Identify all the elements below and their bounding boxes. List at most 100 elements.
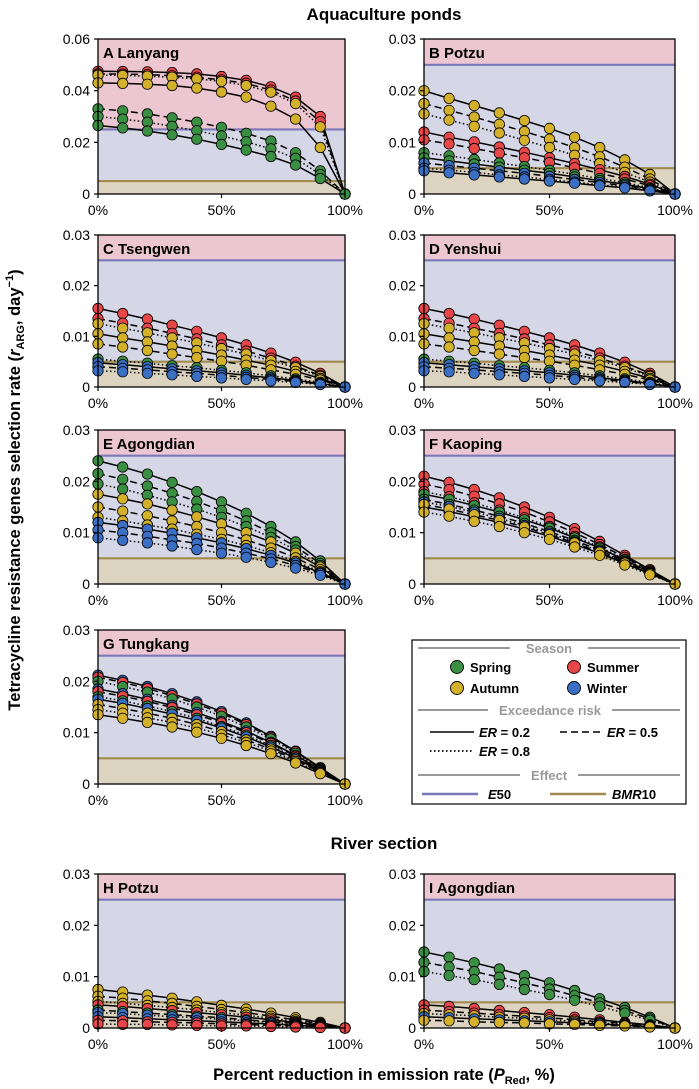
data-point [493,171,505,183]
panel-markers [418,302,681,393]
y-tick-label: 0.06 [63,31,90,47]
x-tick-label: 100% [657,395,693,411]
data-point [568,541,581,553]
x-tick-label: 100% [327,592,363,608]
legend-label-summer: Summer [587,660,639,675]
data-point [619,1007,631,1019]
data-point [191,73,203,85]
data-point [289,98,302,110]
data-point [117,366,129,378]
data-point [215,547,228,559]
legend-label-er08: ER = 0.8 [479,744,530,759]
data-point [468,515,480,528]
data-point [117,493,129,505]
panel-i: I Agongdian 0 0.01 0.02 0.03 0% 50% 100% [389,866,693,1052]
zone-above-e50 [424,39,675,65]
x-axis-label: Percent reduction in emission rate (PRed… [213,1066,555,1087]
data-point [568,373,581,385]
data-point [191,543,203,556]
section-title-river: River section [331,834,438,853]
data-point [594,180,606,192]
legend-label-e50: E50 [488,787,511,802]
x-tick-label: 0% [414,1036,434,1052]
x-tick-label: 0% [88,395,108,411]
y-tick-label: 0.03 [63,422,90,438]
data-point [443,366,455,378]
data-point [141,78,153,90]
data-point [191,726,203,738]
data-point [568,1018,581,1031]
y-tick-label: 0.04 [63,83,90,99]
data-point [468,974,480,986]
data-point [543,141,556,154]
data-point [240,91,252,103]
data-point [443,307,455,320]
x-tick-label: 50% [535,1036,563,1052]
data-point [117,341,129,353]
legend-label-spring: Spring [470,660,511,675]
series-line [98,1023,345,1028]
data-point [314,768,326,780]
y-tick-label: 0 [82,576,90,592]
data-point [468,100,480,112]
zone-above-e50 [424,235,675,261]
data-point [468,120,480,132]
y-tick-label: 0 [82,379,90,395]
x-tick-label: 0% [414,395,434,411]
panel-zones [424,874,675,1028]
data-point [443,167,455,179]
data-point [117,473,129,485]
data-point [443,114,455,126]
zone-above-e50 [98,874,345,900]
panel-title: I Agongdian [429,880,515,897]
data-point [117,461,129,473]
data-point [493,520,505,533]
data-point [240,79,252,92]
panel-a: A Lanyang 0 0.02 0.04 0.06 0% 50% 100% [63,31,363,218]
legend-marker-autumn [450,681,464,695]
y-tick-label: 0 [82,186,90,202]
data-point [518,983,531,996]
x-tick-label: 100% [327,1036,363,1052]
legend-label-er02: ER = 0.2 [479,725,530,740]
data-point [493,127,505,139]
legend-label-er05: ER = 0.5 [607,725,658,740]
y-tick-label: 0.02 [63,278,90,294]
data-point [265,1020,277,1033]
x-tick-label: 50% [535,202,563,218]
panel-g: G Tungkang 0 0.01 0.02 0.03 0% 50% 100% [63,622,363,808]
panel-c: C Tsengwen 0 0.01 0.02 0.03 0% 50% 100% [63,227,363,411]
x-tick-label: 0% [88,202,108,218]
data-point [117,77,129,90]
legend-label-autumn: Autumn [470,681,519,696]
panel-title: H Potzu [103,880,159,897]
data-point [141,367,153,379]
data-point [289,1021,302,1033]
data-point [166,79,178,92]
data-point [166,129,178,141]
data-point [543,988,556,1001]
y-tick-label: 0.03 [389,227,416,243]
x-tick-label: 0% [414,202,434,218]
x-tick-label: 0% [88,792,108,808]
data-point [468,344,480,357]
panel-title: B Potzu [429,45,485,62]
data-point [166,504,178,516]
y-tick-label: 0 [82,1020,90,1036]
data-point [289,159,302,171]
y-tick-label: 0.01 [389,328,416,344]
y-tick-label: 0.03 [389,422,416,438]
data-point [314,141,326,154]
data-point [594,1019,606,1032]
legend-effect-heading: Effect [531,768,568,783]
series-line [98,676,345,784]
zone-above-e50 [98,630,345,656]
y-tick-label: 0.01 [63,328,90,344]
data-point [518,134,531,146]
data-point [117,122,129,134]
legend: Season Spring Summer Autumn Winter Excee… [411,639,687,805]
data-point [314,172,326,185]
data-point [468,142,480,155]
data-point [518,115,531,127]
